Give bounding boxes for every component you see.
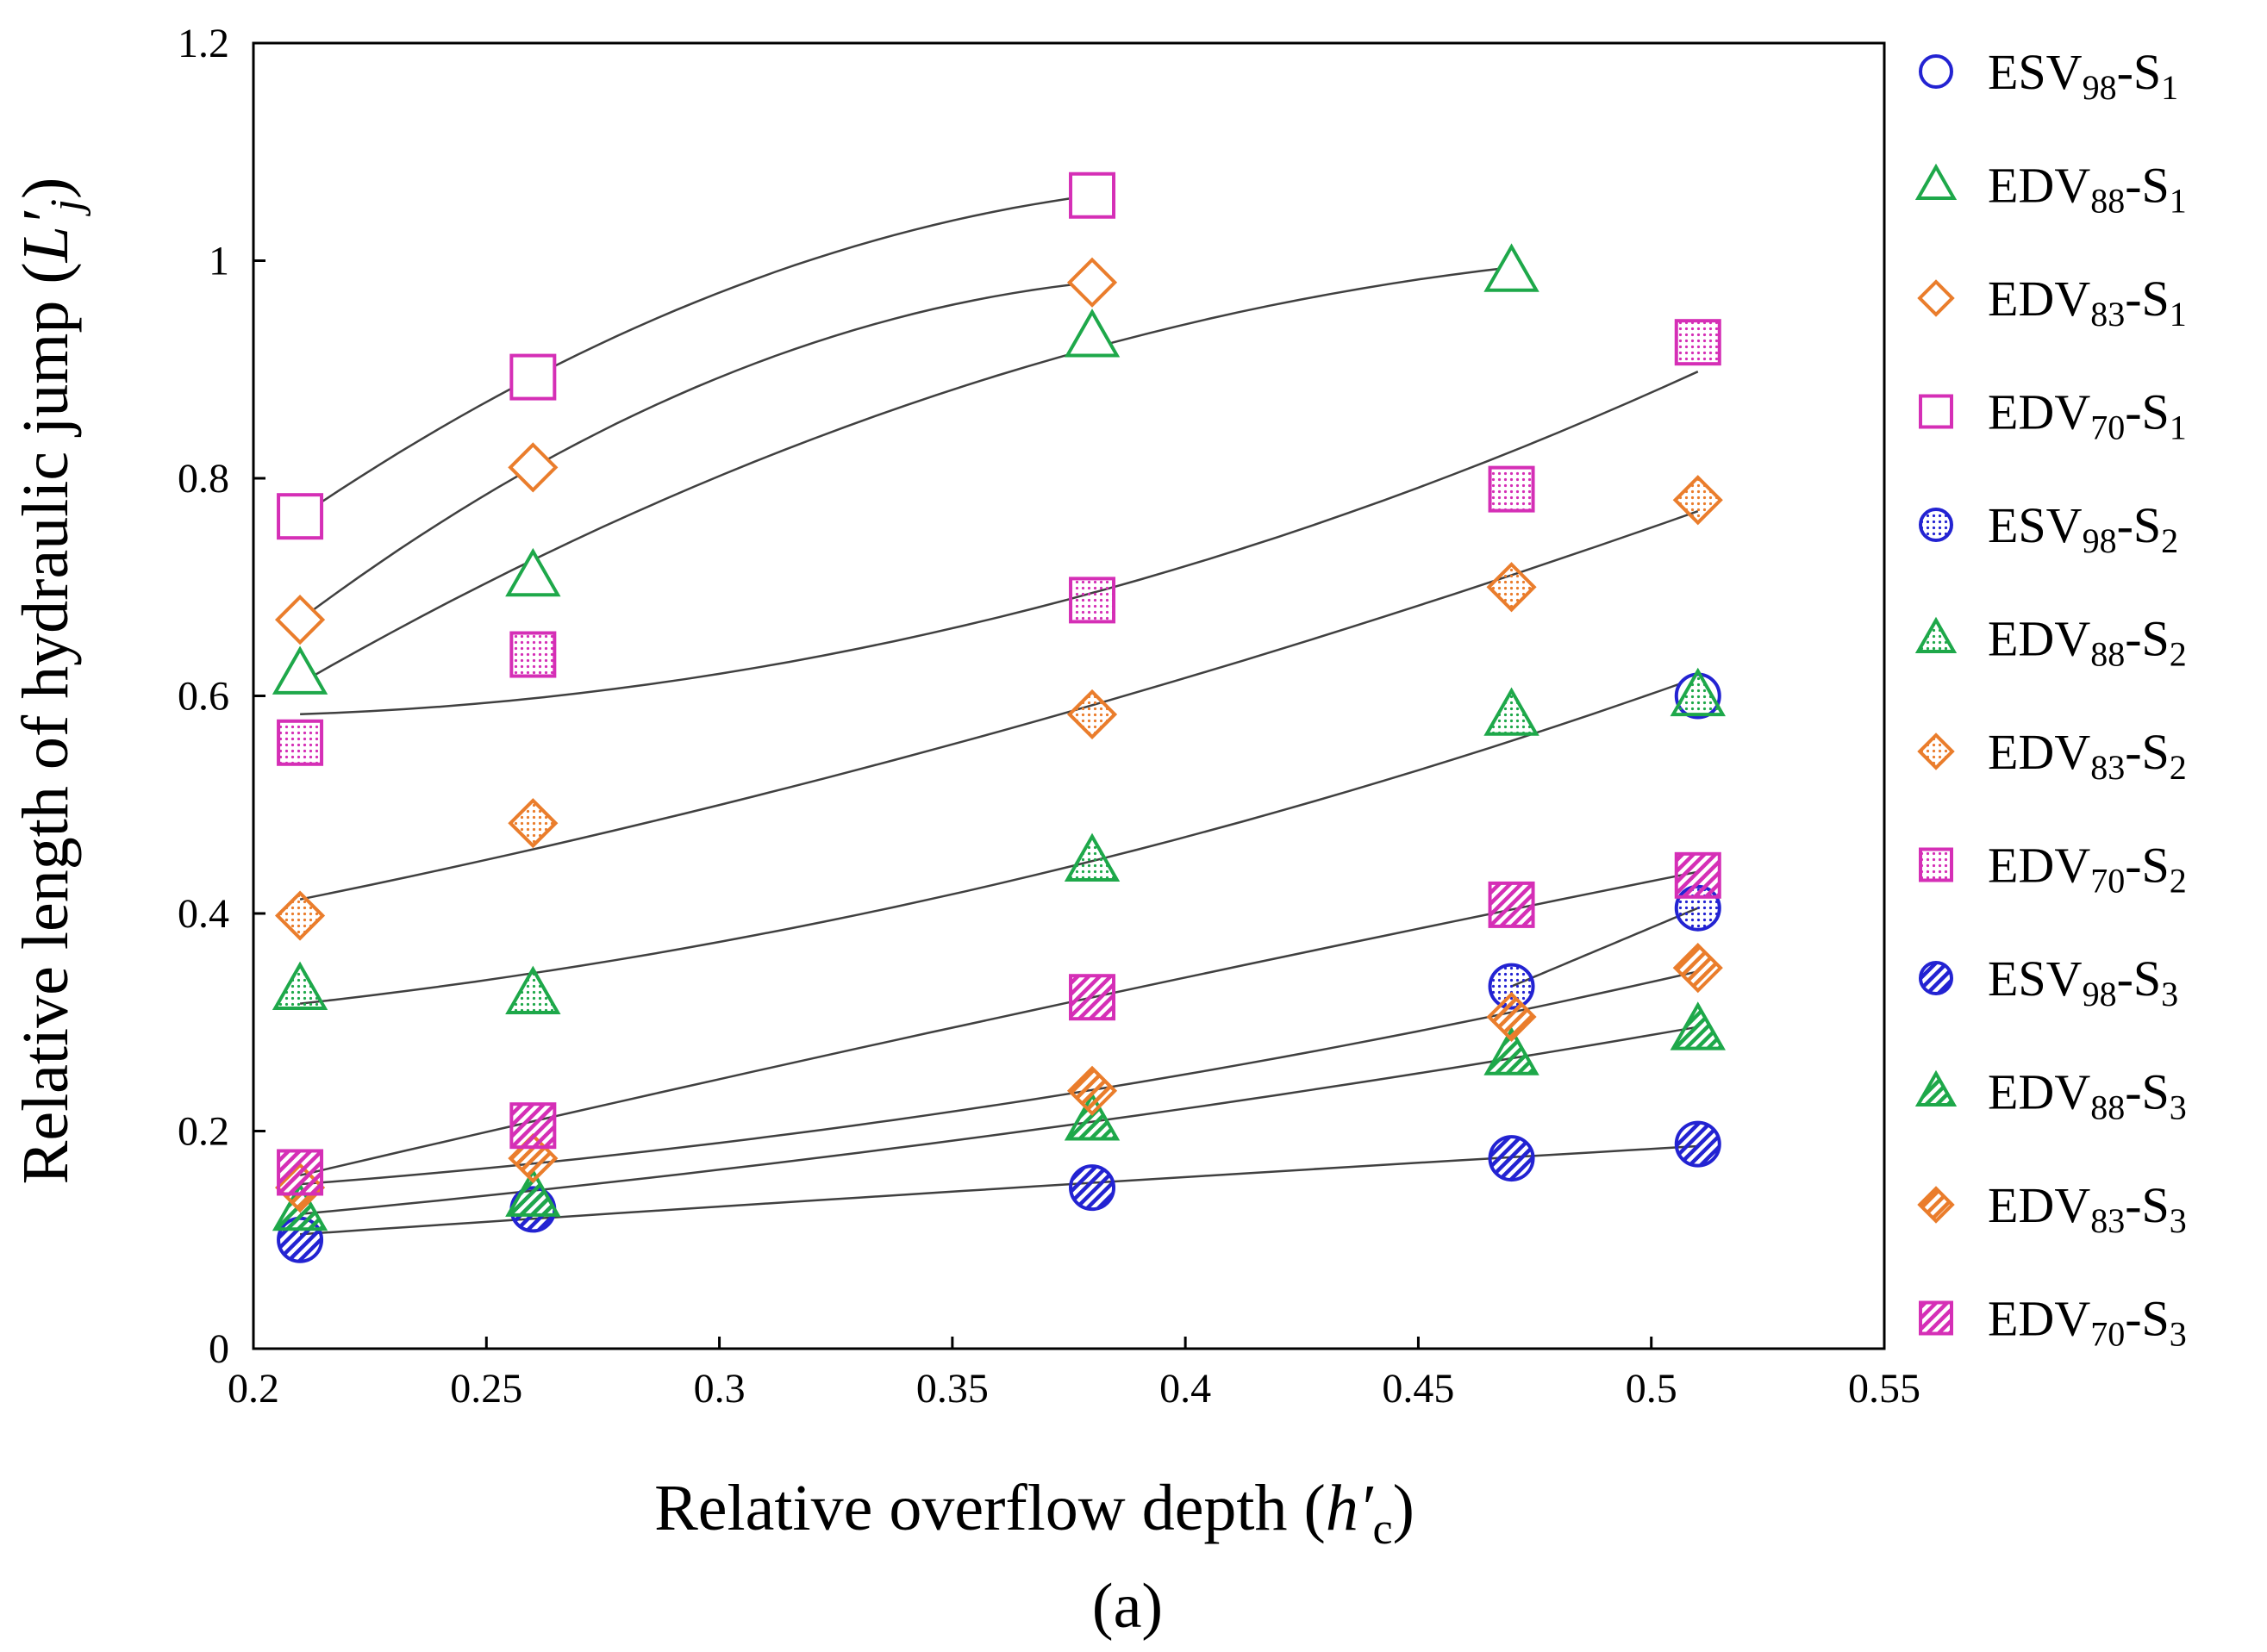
legend-marker-EDV83-S2 xyxy=(1917,732,1955,770)
panel-label: (a) xyxy=(1092,1571,1163,1642)
point-EDV70-S2 xyxy=(509,631,557,678)
legend-label-ESV98-S2: ESV98-S2 xyxy=(1988,497,2178,560)
point-EDV88-S3 xyxy=(505,1168,561,1217)
legend-marker-EDV83-S1 xyxy=(1917,279,1955,317)
x-tick-label: 0.3 xyxy=(694,1366,746,1412)
plot-axes: 0.2 0.25 0.3 0.35 0.4 0.45 0.5 0.5500.20.40.60.… xyxy=(178,21,1920,1412)
point-EDV88-S3 xyxy=(1670,1001,1726,1050)
point-EDV83-S2 xyxy=(274,890,326,941)
point-EDV88-S1 xyxy=(272,645,328,695)
point-EDV70-S3 xyxy=(1069,974,1116,1021)
point-EDV70-S2 xyxy=(1488,465,1535,513)
trend-line-EDV83-S3 xyxy=(300,970,1699,1186)
legend-marker-ESV98-S3 xyxy=(1919,961,1953,995)
point-EDV70-S1 xyxy=(1069,171,1116,219)
trend-line-EDV83-S1 xyxy=(299,281,1093,621)
plot-frame xyxy=(252,41,1886,1350)
point-EDV70-S2 xyxy=(277,719,324,766)
point-EDV83-S1 xyxy=(274,595,326,645)
legend-label-EDV88-S3: EDV88-S3 xyxy=(1988,1064,2187,1127)
legend-label-EDV83-S3: EDV83-S3 xyxy=(1988,1177,2187,1240)
trend-line-EDV88-S1 xyxy=(299,266,1512,685)
point-EDV88-S2 xyxy=(1670,667,1726,717)
x-tick-label: 0.2 xyxy=(228,1366,279,1412)
point-EDV88-S3 xyxy=(1483,1026,1539,1075)
point-EDV88-S1 xyxy=(1064,309,1121,358)
point-ESV98-S3 xyxy=(1674,1120,1721,1168)
legend-marker-EDV88-S1 xyxy=(1914,163,1958,201)
legend-label-ESV98-S1: ESV98-S1 xyxy=(1988,44,2178,107)
x-axis-title: Relative overflow depth (h′c) xyxy=(654,1472,1415,1554)
y-tick-label: 1 xyxy=(209,239,229,284)
legend-marker-EDV88-S3 xyxy=(1914,1069,1958,1107)
trend-lines xyxy=(299,194,1699,1236)
point-EDV70-S1 xyxy=(277,493,324,540)
point-EDV88-S2 xyxy=(1483,687,1539,736)
y-tick-label: 1.2 xyxy=(178,21,229,66)
trend-line-EDV88-S2 xyxy=(299,676,1699,1005)
point-EDV88-S2 xyxy=(505,965,561,1014)
point-EDV88-S2 xyxy=(272,961,328,1010)
legend-marker-ESV98-S2 xyxy=(1919,508,1953,542)
legend-label-EDV83-S2: EDV83-S2 xyxy=(1988,724,2187,787)
point-EDV83-S3 xyxy=(1486,991,1537,1043)
y-tick-label: 0.4 xyxy=(178,891,229,937)
point-ESV98-S3 xyxy=(1488,1135,1535,1182)
point-EDV83-S1 xyxy=(508,442,559,493)
x-tick-label: 0.4 xyxy=(1159,1366,1211,1412)
y-tick-label: 0.8 xyxy=(178,456,229,502)
legend-marker-EDV70-S3 xyxy=(1919,1300,1953,1336)
point-EDV70-S3 xyxy=(1674,851,1721,899)
legend-marker-EDV88-S2 xyxy=(1914,616,1958,654)
legend-marker-EDV83-S3 xyxy=(1917,1186,1955,1224)
point-EDV88-S1 xyxy=(505,547,561,597)
point-EDV70-S3 xyxy=(277,1149,324,1196)
legend: ESV98-S1 EDV88-S1 EDV83-S1 EDV70-S1 ESV98-S2… xyxy=(1914,44,2187,1354)
legend-label-EDV70-S2: EDV70-S2 xyxy=(1988,838,2187,901)
legend-label-EDV70-S3: EDV70-S3 xyxy=(1988,1291,2187,1354)
y-tick-label: 0 xyxy=(209,1326,229,1372)
point-EDV83-S3 xyxy=(1672,943,1723,994)
x-tick-label: 0.5 xyxy=(1626,1366,1677,1412)
point-EDV70-S2 xyxy=(1674,319,1721,366)
point-EDV83-S3 xyxy=(1066,1065,1118,1116)
point-EDV88-S3 xyxy=(1064,1092,1121,1141)
trend-line-ESV98-S2 xyxy=(1511,907,1699,988)
y-tick-label: 0.2 xyxy=(178,1109,229,1155)
point-EDV70-S1 xyxy=(509,353,557,401)
legend-marker-ESV98-S1 xyxy=(1919,54,1953,89)
x-tick-label: 0.45 xyxy=(1382,1366,1454,1412)
point-EDV83-S2 xyxy=(508,798,559,849)
point-EDV83-S2 xyxy=(1672,475,1723,526)
y-axis-title: Relative length of hydraulic jump (L′j) xyxy=(9,178,91,1185)
y-tick-label: 0.6 xyxy=(178,674,229,720)
legend-marker-EDV70-S2 xyxy=(1919,847,1953,882)
point-EDV88-S1 xyxy=(1483,243,1539,292)
point-EDV88-S2 xyxy=(1064,832,1121,882)
point-EDV70-S2 xyxy=(1069,577,1116,624)
point-ESV98-S3 xyxy=(1069,1164,1116,1212)
legend-marker-EDV70-S1 xyxy=(1919,394,1953,429)
x-tick-label: 0.55 xyxy=(1848,1366,1920,1412)
legend-label-EDV83-S1: EDV83-S1 xyxy=(1988,271,2187,334)
point-EDV70-S3 xyxy=(1488,881,1535,928)
point-EDV70-S3 xyxy=(509,1102,557,1150)
point-EDV83-S2 xyxy=(1066,689,1118,740)
trend-line-EDV83-S2 xyxy=(299,510,1699,901)
legend-label-ESV98-S3: ESV98-S3 xyxy=(1988,951,2178,1013)
point-EDV83-S2 xyxy=(1486,562,1537,613)
legend-label-EDV70-S1: EDV70-S1 xyxy=(1988,384,2187,447)
point-EDV83-S1 xyxy=(1066,257,1118,308)
data-markers xyxy=(272,171,1726,1263)
x-tick-label: 0.35 xyxy=(916,1366,989,1412)
x-tick-label: 0.25 xyxy=(450,1366,522,1412)
legend-label-EDV88-S1: EDV88-S1 xyxy=(1988,158,2187,221)
legend-label-EDV88-S2: EDV88-S2 xyxy=(1988,611,2187,674)
trend-line-EDV70-S2 xyxy=(300,371,1699,716)
trend-line-EDV70-S1 xyxy=(299,194,1093,518)
